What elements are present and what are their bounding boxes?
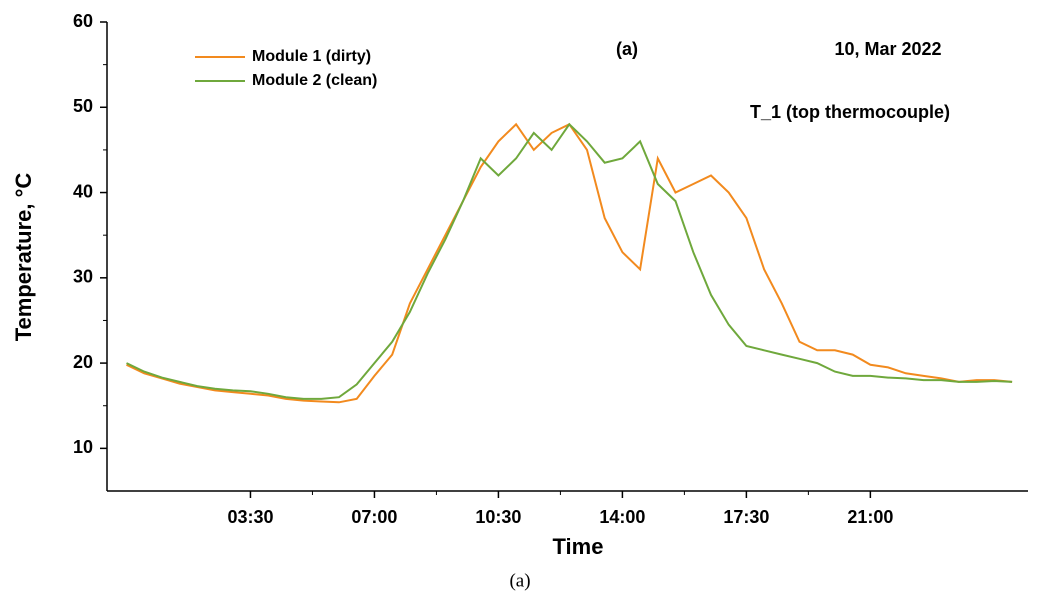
series-line xyxy=(126,122,1013,400)
y-tick-label: 10 xyxy=(73,437,93,457)
legend-label: Module 2 (clean) xyxy=(252,72,377,89)
x-tick-label: 21:00 xyxy=(847,507,893,527)
y-tick-label: 40 xyxy=(73,181,93,201)
y-tick-label: 20 xyxy=(73,352,93,372)
series-line xyxy=(126,122,1013,404)
annotation: T_1 (top thermocouple) xyxy=(750,102,950,122)
x-tick-label: 14:00 xyxy=(599,507,645,527)
y-tick-label: 60 xyxy=(73,11,93,31)
x-axis-label: Time xyxy=(553,534,604,559)
legend-label: Module 1 (dirty) xyxy=(252,48,371,65)
annotation: 10, Mar 2022 xyxy=(834,39,941,59)
caption: (a) xyxy=(509,570,530,591)
y-tick-label: 50 xyxy=(73,96,93,116)
x-tick-label: 10:30 xyxy=(475,507,521,527)
x-tick-label: 07:00 xyxy=(351,507,397,527)
x-tick-label: 03:30 xyxy=(227,507,273,527)
x-tick-label: 17:30 xyxy=(723,507,769,527)
annotation: (a) xyxy=(616,39,638,59)
y-axis-label: Temperature, °C xyxy=(11,173,36,342)
y-tick-label: 30 xyxy=(73,267,93,287)
